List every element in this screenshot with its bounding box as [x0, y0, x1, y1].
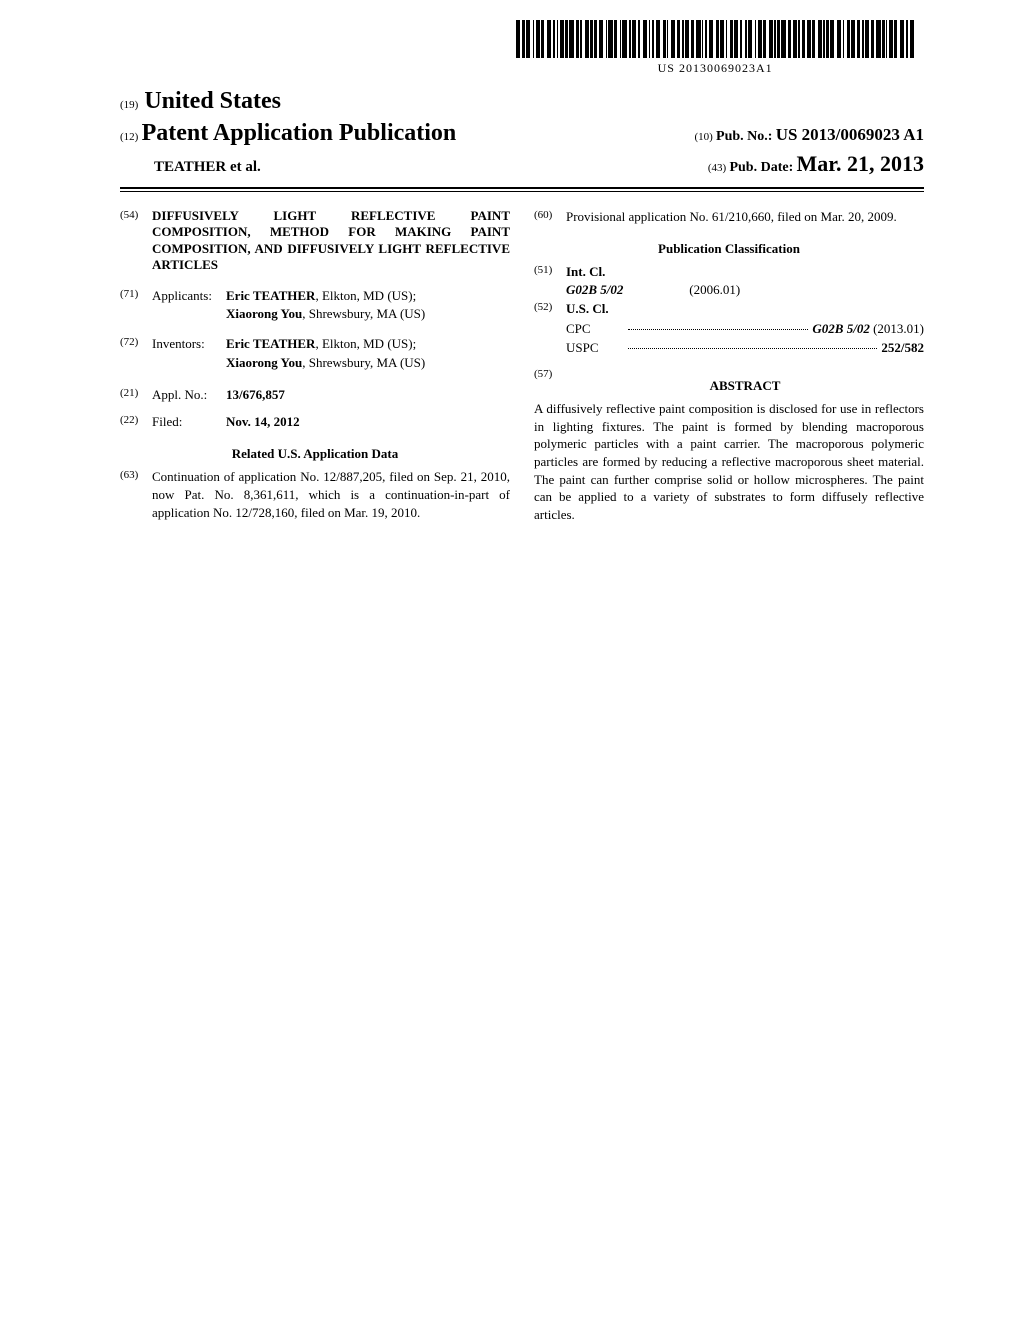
related-row: (63) Continuation of application No. 12/… [120, 468, 510, 521]
uspc-dots [628, 339, 877, 349]
inventors-label: Inventors: [152, 335, 226, 371]
left-column: (54) DIFFUSIVELY LIGHT REFLECTIVE PAINT … [120, 202, 510, 527]
pub-type-block: (12) Patent Application Publication [120, 117, 456, 149]
applicant-name-0: Eric TEATHER [226, 288, 315, 303]
cpc-row: CPC G02B 5/02 (2013.01) [566, 320, 924, 338]
cpc-value: G02B 5/02 (2013.01) [812, 320, 924, 338]
provisional-num: (60) [534, 208, 566, 226]
related-heading: Related U.S. Application Data [120, 445, 510, 463]
inventors-num: (72) [120, 335, 152, 371]
pubtype-num: (12) [120, 131, 138, 143]
abstract-heading-row: (57) ABSTRACT [534, 367, 924, 395]
inventor-loc-0: , Elkton, MD (US); [315, 336, 416, 351]
pubno-num: (10) [694, 131, 712, 143]
barcode-bars [516, 20, 914, 58]
intcl-row: (51) Int. Cl. G02B 5/02 (2006.01) [534, 263, 924, 298]
uscl-label: U.S. Cl. [566, 300, 924, 318]
cpc-label: CPC [566, 320, 624, 338]
barcode-area: US 20130069023A1 [120, 20, 924, 77]
filed-label: Filed: [152, 413, 226, 431]
header-pubtype-row: (12) Patent Application Publication (10)… [120, 117, 924, 149]
filed-num: (22) [120, 413, 152, 431]
intcl-label: Int. Cl. [566, 264, 605, 279]
body-columns: (54) DIFFUSIVELY LIGHT REFLECTIVE PAINT … [120, 202, 924, 527]
pubno-label: Pub. No.: [716, 129, 772, 144]
applicant-name-1: Xiaorong You [226, 306, 302, 321]
applicants-label: Applicants: [152, 287, 226, 323]
applicants-num: (71) [120, 287, 152, 323]
applno-num: (21) [120, 386, 152, 404]
inventors-row: (72) Inventors: Eric TEATHER, Elkton, MD… [120, 335, 510, 371]
uscl-row: (52) U.S. Cl. CPC G02B 5/02 (2013.01) US… [534, 300, 924, 359]
barcode-text: US 20130069023A1 [516, 60, 914, 76]
abstract-body: A diffusively reflective paint compositi… [534, 400, 924, 523]
uspc-label: USPC [566, 339, 624, 357]
header-country-row: (19) United States [120, 85, 924, 117]
inventors-body: Eric TEATHER, Elkton, MD (US); Xiaorong … [226, 335, 510, 371]
applno-label: Appl. No.: [152, 386, 226, 404]
authors: TEATHER et al. [120, 157, 261, 177]
pubdate-num: (43) [708, 162, 726, 174]
title-num: (54) [120, 208, 152, 273]
uspc-row: USPC 252/582 [566, 339, 924, 357]
filed-row: (22) Filed: Nov. 14, 2012 [120, 413, 510, 431]
cpc-code: G02B 5/02 [812, 321, 869, 336]
intcl-body: Int. Cl. G02B 5/02 (2006.01) [566, 263, 924, 298]
provisional-row: (60) Provisional application No. 61/210,… [534, 208, 924, 226]
inventor-name-0: Eric TEATHER [226, 336, 315, 351]
intcl-num: (51) [534, 263, 566, 298]
provisional-text: Provisional application No. 61/210,660, … [566, 208, 924, 226]
applicant-loc-0: , Elkton, MD (US); [315, 288, 416, 303]
filed-value: Nov. 14, 2012 [226, 413, 510, 431]
abstract-num: (57) [534, 367, 566, 395]
intcl-code: G02B 5/02 [566, 281, 686, 299]
right-column: (60) Provisional application No. 61/210,… [534, 202, 924, 527]
inventor-loc-1: , Shrewsbury, MA (US) [302, 355, 425, 370]
cpc-dots [628, 320, 808, 330]
title-row: (54) DIFFUSIVELY LIGHT REFLECTIVE PAINT … [120, 208, 510, 273]
applicant-loc-1: , Shrewsbury, MA (US) [302, 306, 425, 321]
pubdate-block: (43) Pub. Date: Mar. 21, 2013 [708, 149, 924, 179]
uscl-num: (52) [534, 300, 566, 359]
related-num: (63) [120, 468, 152, 521]
country: United States [144, 85, 281, 117]
abstract-heading: ABSTRACT [566, 377, 924, 395]
rule-thin [120, 191, 924, 192]
uspc-value: 252/582 [881, 339, 924, 357]
cpc-date: (2013.01) [873, 321, 924, 336]
applicants-body: Eric TEATHER, Elkton, MD (US); Xiaorong … [226, 287, 510, 323]
intcl-date: (2006.01) [689, 282, 740, 297]
country-num: (19) [120, 98, 138, 113]
title-text: DIFFUSIVELY LIGHT REFLECTIVE PAINT COMPO… [152, 208, 510, 273]
pubno: US 2013/0069023 A1 [776, 125, 924, 144]
pubno-block: (10) Pub. No.: US 2013/0069023 A1 [694, 124, 924, 147]
rule-thick [120, 187, 924, 189]
pubdate-label: Pub. Date: [729, 160, 793, 175]
barcode: US 20130069023A1 [516, 20, 914, 76]
uscl-body: U.S. Cl. CPC G02B 5/02 (2013.01) USPC 25… [566, 300, 924, 359]
applicants-row: (71) Applicants: Eric TEATHER, Elkton, M… [120, 287, 510, 323]
pub-type: Patent Application Publication [142, 120, 457, 146]
classification-heading: Publication Classification [534, 240, 924, 258]
applno-value: 13/676,857 [226, 386, 510, 404]
header-authors-row: TEATHER et al. (43) Pub. Date: Mar. 21, … [120, 149, 924, 179]
related-text: Continuation of application No. 12/887,2… [152, 468, 510, 521]
inventor-name-1: Xiaorong You [226, 355, 302, 370]
applno-row: (21) Appl. No.: 13/676,857 [120, 386, 510, 404]
pubdate: Mar. 21, 2013 [796, 151, 924, 176]
